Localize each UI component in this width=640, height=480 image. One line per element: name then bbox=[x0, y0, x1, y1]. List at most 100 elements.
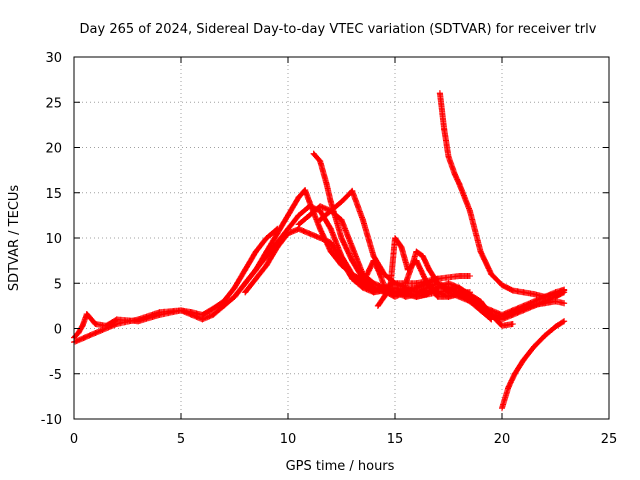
data-point bbox=[338, 216, 345, 223]
y-tick-label: 15 bbox=[45, 187, 62, 202]
data-point bbox=[263, 235, 270, 241]
data-point bbox=[419, 253, 426, 260]
data-point bbox=[242, 280, 249, 287]
data-point bbox=[83, 311, 90, 317]
data-point bbox=[327, 207, 334, 214]
series-arc-10 bbox=[402, 248, 495, 323]
y-tick-label: -10 bbox=[41, 413, 62, 428]
data-point bbox=[445, 153, 452, 160]
data-point bbox=[317, 158, 324, 165]
data-point bbox=[499, 282, 505, 289]
data-point bbox=[488, 316, 495, 323]
data-point bbox=[92, 330, 99, 336]
x-tick-label: 20 bbox=[494, 432, 511, 447]
data-point bbox=[456, 293, 463, 300]
data-point bbox=[327, 225, 334, 232]
data-point bbox=[436, 90, 443, 97]
data-point bbox=[370, 257, 377, 264]
data-point bbox=[306, 198, 313, 205]
y-tick-label: 30 bbox=[45, 51, 62, 66]
axis-ticks bbox=[73, 56, 610, 420]
data-point bbox=[317, 225, 324, 232]
y-tick-label: 20 bbox=[45, 142, 62, 157]
data-point bbox=[242, 289, 249, 296]
data-point bbox=[338, 198, 345, 205]
data-point bbox=[477, 307, 484, 314]
data-point bbox=[327, 239, 334, 246]
x-tick-label: 10 bbox=[280, 432, 297, 447]
x-tick-label: 0 bbox=[70, 432, 78, 447]
data-point bbox=[374, 302, 381, 309]
data-point bbox=[531, 302, 538, 308]
data-point bbox=[561, 318, 568, 325]
data-point bbox=[561, 287, 568, 294]
data-point bbox=[509, 309, 516, 316]
data-point bbox=[424, 291, 431, 298]
data-point bbox=[349, 275, 356, 282]
data-point bbox=[466, 273, 473, 279]
data-point bbox=[285, 230, 291, 237]
data-point bbox=[377, 271, 383, 278]
data-point bbox=[531, 291, 538, 298]
data-point bbox=[349, 257, 356, 264]
data-point bbox=[520, 305, 527, 312]
data-point bbox=[263, 248, 270, 255]
data-point bbox=[349, 244, 356, 251]
y-tick-label: 0 bbox=[54, 323, 62, 338]
data-point bbox=[252, 266, 259, 273]
data-point bbox=[441, 126, 448, 133]
data-point bbox=[445, 289, 452, 296]
data-point bbox=[434, 280, 441, 287]
data-point bbox=[509, 321, 516, 327]
series-arc-11 bbox=[436, 90, 568, 300]
data-point bbox=[220, 302, 227, 309]
data-point bbox=[178, 307, 184, 314]
data-point bbox=[252, 248, 259, 255]
data-point bbox=[285, 212, 291, 219]
data-point bbox=[113, 321, 120, 327]
data-point bbox=[552, 298, 559, 305]
data-point bbox=[199, 316, 206, 323]
data-point bbox=[317, 235, 324, 241]
data-point bbox=[210, 311, 217, 318]
data-point bbox=[541, 293, 548, 300]
data-point bbox=[231, 293, 238, 300]
y-tick-label: 10 bbox=[45, 232, 62, 247]
data-point bbox=[520, 289, 527, 296]
y-tick-label: 5 bbox=[54, 277, 62, 292]
data-point bbox=[456, 180, 463, 187]
chart-title: Day 265 of 2024, Sidereal Day-to-day VTE… bbox=[80, 22, 597, 37]
data-point bbox=[505, 384, 512, 391]
data-point bbox=[327, 248, 334, 255]
data-point bbox=[210, 305, 217, 312]
data-point bbox=[499, 405, 505, 412]
data-point bbox=[466, 289, 473, 296]
data-point bbox=[135, 316, 142, 323]
data-point bbox=[231, 284, 238, 291]
data-point bbox=[488, 271, 495, 278]
data-point bbox=[327, 198, 334, 205]
data-point bbox=[306, 230, 313, 237]
data-point bbox=[252, 275, 259, 282]
data-point bbox=[317, 203, 324, 210]
data-point bbox=[323, 180, 330, 187]
data-point bbox=[381, 293, 388, 300]
data-point bbox=[398, 244, 405, 251]
y-axis-label: SDTVAR / TECUs bbox=[7, 185, 22, 292]
data-point bbox=[511, 370, 518, 377]
data-point bbox=[499, 313, 505, 320]
data-point bbox=[424, 280, 431, 287]
data-point bbox=[79, 322, 86, 329]
data-point bbox=[92, 321, 99, 327]
data-point bbox=[338, 235, 345, 241]
data-point bbox=[552, 291, 559, 298]
data-point bbox=[188, 311, 195, 318]
data-point bbox=[317, 216, 324, 223]
data-point bbox=[413, 284, 420, 291]
data-point bbox=[156, 309, 163, 316]
data-point bbox=[302, 187, 309, 193]
data-point bbox=[402, 280, 409, 287]
data-point bbox=[274, 244, 281, 251]
data-point bbox=[349, 187, 356, 194]
